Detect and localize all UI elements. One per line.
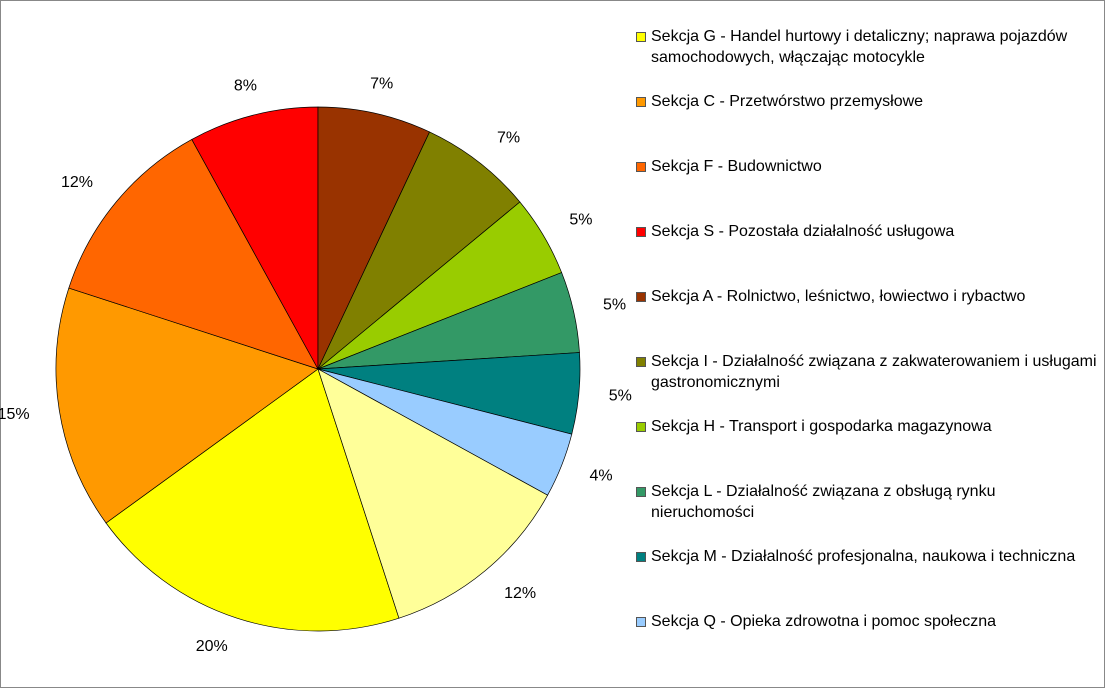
legend-swatch	[636, 357, 646, 367]
pie-slice	[68, 138, 319, 370]
data-label: 12%	[504, 585, 536, 602]
pie-slice	[105, 368, 400, 632]
data-label: 12%	[61, 174, 93, 191]
pie-slice	[317, 368, 549, 619]
legend-item: Sekcja I - Działalność związana z zakwat…	[636, 351, 1102, 416]
legend-item: Sekcja Q - Opieka zdrowotna i pomoc społ…	[636, 611, 1102, 676]
legend-swatch	[636, 32, 646, 42]
legend-label: Sekcja A - Rolnictwo, leśnictwo, łowiect…	[651, 288, 1026, 305]
legend-label: Sekcja I - Działalność związana z zakwat…	[651, 353, 1097, 391]
legend-label: Sekcja L - Działalność związana z obsług…	[651, 483, 996, 521]
legend-item: Sekcja A - Rolnictwo, leśnictwo, łowiect…	[636, 286, 1102, 351]
pie-slice	[55, 287, 319, 524]
data-label: 4%	[589, 468, 612, 485]
legend-swatch	[636, 552, 646, 562]
data-label: 7%	[370, 75, 393, 92]
legend-label: Sekcja G - Handel hurtowy i detaliczny; …	[651, 28, 1068, 66]
pie-slice	[191, 106, 319, 370]
legend-swatch	[636, 227, 646, 237]
pie-slice	[317, 106, 431, 370]
legend-swatch	[636, 617, 646, 627]
legend-swatch	[636, 422, 646, 432]
legend-item: Sekcja S - Pozostała działalność usługow…	[636, 221, 1102, 286]
legend-label: Sekcja C - Przetwórstwo przemysłowe	[651, 93, 924, 110]
data-label: 20%	[196, 638, 228, 655]
data-label: 8%	[234, 77, 257, 94]
legend-swatch	[636, 97, 646, 107]
legend-label: Sekcja H - Transport i gospodarka magazy…	[651, 418, 992, 435]
data-label: 5%	[609, 388, 632, 405]
legend-item: Sekcja L - Działalność związana z obsług…	[636, 481, 1102, 546]
data-label: 5%	[569, 212, 592, 229]
legend-item: Sekcja G - Handel hurtowy i detaliczny; …	[636, 26, 1102, 91]
legend-item: Sekcja M - Działalność profesjonalna, na…	[636, 546, 1102, 611]
data-label: 5%	[603, 297, 626, 314]
pie-slice	[317, 131, 521, 370]
legend-item: Sekcja C - Przetwórstwo przemysłowe	[636, 91, 1102, 156]
data-label: 7%	[497, 129, 520, 146]
data-label: 15%	[0, 406, 30, 423]
legend-label: Sekcja S - Pozostała działalność usługow…	[651, 223, 955, 240]
legend-item: Sekcja H - Transport i gospodarka magazy…	[636, 416, 1102, 481]
legend: Sekcja G - Handel hurtowy i detaliczny; …	[636, 26, 1102, 676]
legend-label: Sekcja Q - Opieka zdrowotna i pomoc społ…	[651, 613, 997, 630]
legend-swatch	[636, 487, 646, 497]
legend-label: Sekcja M - Działalność profesjonalna, na…	[651, 548, 1076, 565]
legend-item: Sekcja F - Budownictwo	[636, 156, 1102, 221]
legend-label: Sekcja F - Budownictwo	[651, 158, 822, 175]
legend-swatch	[636, 292, 646, 302]
legend-swatch	[636, 162, 646, 172]
